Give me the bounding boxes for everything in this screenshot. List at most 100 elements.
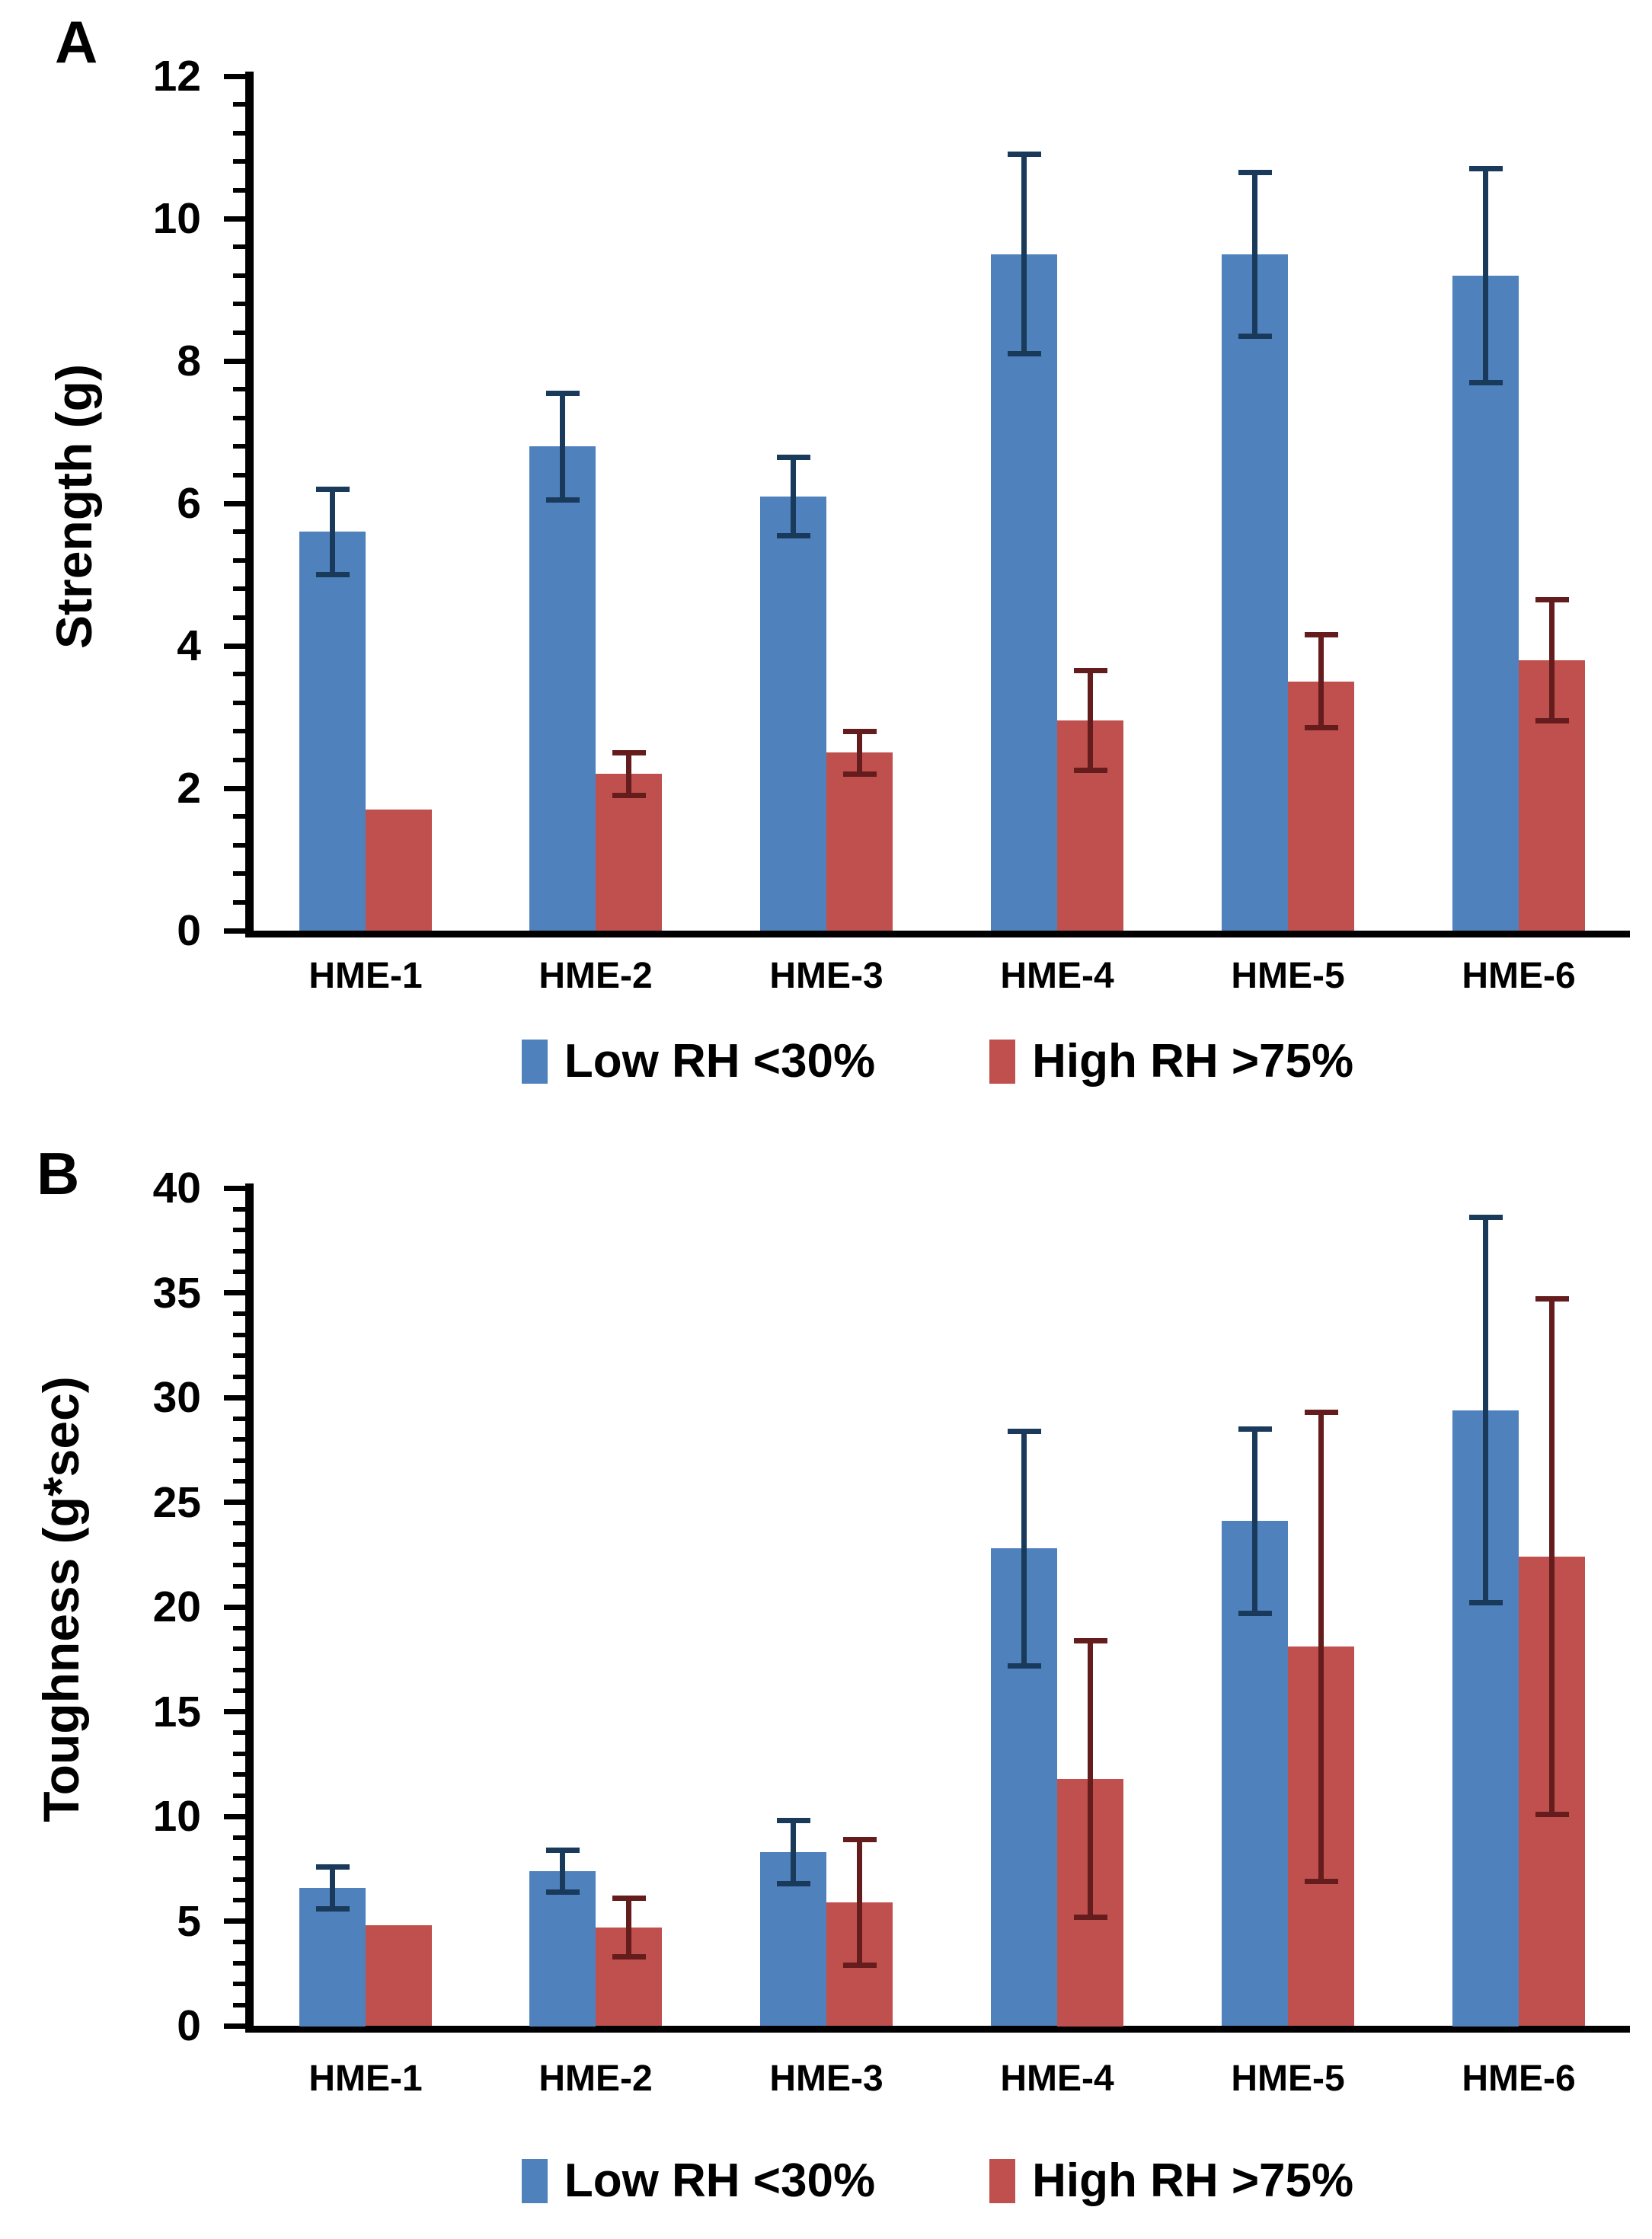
y-minor-tick [233,1563,245,1567]
y-minor-tick [233,1353,245,1358]
category-label-HME-2: HME-2 [538,956,653,996]
bar-low-rh-HME-4 [991,254,1057,931]
y-minor-tick [233,729,245,733]
category-label-HME-1: HME-1 [308,956,423,996]
y-minor-tick [233,102,245,107]
y-minor-tick [233,1730,245,1735]
y-minor-tick [233,1479,245,1484]
error-bar-cap-bottom [1469,1600,1503,1605]
y-minor-tick [233,1877,245,1882]
error-bar [626,1898,631,1956]
category-label-HME-4: HME-4 [1000,956,1114,996]
y-tick-label: 12 [152,52,201,101]
y-tick-label: 10 [152,194,201,243]
y-minor-tick [233,1333,245,1337]
y-minor-tick [233,1647,245,1651]
legend-label-low-rh: Low RH <30% [564,2154,876,2207]
y-minor-tick [233,558,245,563]
category-label-HME-3: HME-3 [769,2059,884,2099]
error-bar [1021,1431,1027,1666]
y-minor-tick [233,331,245,335]
y-minor-tick [233,672,245,676]
y-major-tick [224,1709,245,1714]
y-minor-tick [233,615,245,620]
error-bar-cap-top [1469,1215,1503,1220]
x-axis-line [245,931,1630,937]
y-minor-tick [233,387,245,391]
y-minor-tick [233,159,245,164]
error-bar-cap-bottom [1238,1611,1272,1616]
x-axis-line [245,2026,1630,2033]
y-major-tick [224,1186,245,1191]
y-minor-tick [233,1752,245,1756]
y-minor-tick [233,1521,245,1525]
error-bar-cap-bottom [1074,768,1107,773]
bar-low-rh-HME-5 [1222,254,1288,931]
legend-swatch-high-rh-icon [989,1040,1016,1084]
error-bar-cap-top [777,455,810,460]
y-minor-tick [233,1584,245,1589]
error-bar-cap-bottom [1008,1663,1041,1669]
error-bar-cap-top [1238,1426,1272,1432]
error-bar [330,1867,335,1908]
y-minor-tick [233,2003,245,2007]
y-major-tick [224,1814,245,1819]
y-axis-line [245,72,254,935]
error-bar-cap-bottom [612,793,646,798]
y-minor-tick [233,843,245,848]
error-bar-cap-bottom [1074,1915,1107,1920]
panel-b-letter: B [37,1140,80,1207]
error-bar-cap-bottom [1305,725,1338,730]
y-minor-tick [233,473,245,478]
y-major-tick [224,928,245,934]
error-bar [1549,1299,1555,1815]
y-minor-tick [233,1207,245,1212]
legend-label-high-rh: High RH >75% [1032,1035,1354,1088]
error-bar [1252,1429,1257,1613]
y-minor-tick [233,701,245,705]
legend-label-low-rh: Low RH <30% [564,1035,876,1088]
error-bar [1318,1412,1324,1881]
error-bar-cap-bottom [1469,380,1503,385]
y-minor-tick [233,1961,245,1966]
y-tick-label: 5 [177,1897,201,1946]
y-minor-tick [233,1626,245,1631]
y-tick-label: 0 [177,906,201,955]
y-major-tick [224,1500,245,1505]
error-bar-cap-bottom [1535,1812,1569,1817]
legend-item-low-rh: Low RH <30% [521,2154,876,2207]
error-bar-cap-top [1535,597,1569,602]
y-major-tick [224,1918,245,1924]
y-major-tick [224,501,245,506]
y-minor-tick [233,1270,245,1274]
y-tick-label: 4 [177,621,201,670]
y-tick-label: 8 [177,337,201,385]
y-minor-tick [233,131,245,136]
panel-a-letter: A [55,8,98,75]
legend-panel-a: Low RH <30% High RH >75% [245,1030,1630,1094]
y-major-tick [224,1605,245,1610]
y-major-tick [224,74,245,79]
error-bar [1483,169,1488,383]
error-bar-cap-bottom [546,497,580,503]
error-bar-cap-top [777,1818,810,1823]
y-major-tick [224,1395,245,1401]
error-bar-cap-bottom [843,771,877,777]
legend-item-high-rh: High RH >75% [989,1038,1353,1085]
error-bar-cap-top [1305,632,1338,637]
bar-low-rh-HME-2 [529,446,596,931]
error-bar-cap-top [612,750,646,755]
y-tick-label: 20 [152,1583,201,1631]
error-bar [330,489,335,574]
error-bar-cap-top [1535,1296,1569,1302]
bar-high-rh-HME-2 [596,774,662,931]
y-minor-tick [233,1668,245,1672]
y-major-tick [224,2023,245,2029]
y-minor-tick [233,1417,245,1421]
y-minor-tick [233,1793,245,1798]
y-minor-tick [233,1940,245,1944]
y-minor-tick [233,1542,245,1547]
error-bar-cap-bottom [1238,334,1272,339]
legend-item-high-rh: High RH >75% [989,2158,1353,2205]
